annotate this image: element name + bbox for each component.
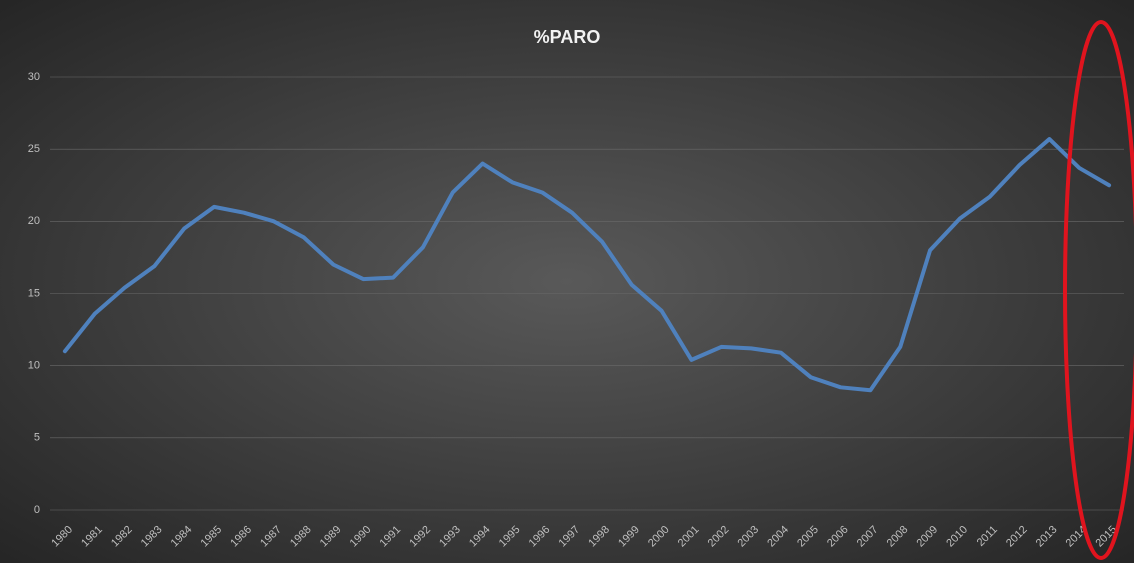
highlight-ellipse [1063, 20, 1134, 560]
y-tick-label: 10 [28, 360, 40, 372]
y-tick-label: 15 [28, 287, 40, 299]
line-series [62, 137, 1112, 393]
chart-title: %PARO [534, 27, 601, 47]
y-tick-label: 5 [34, 432, 40, 444]
y-tick-label: 20 [28, 215, 40, 227]
y-tick-label: 0 [34, 504, 40, 516]
y-tick-label: 30 [28, 71, 40, 83]
y-tick-label: 25 [28, 143, 40, 155]
